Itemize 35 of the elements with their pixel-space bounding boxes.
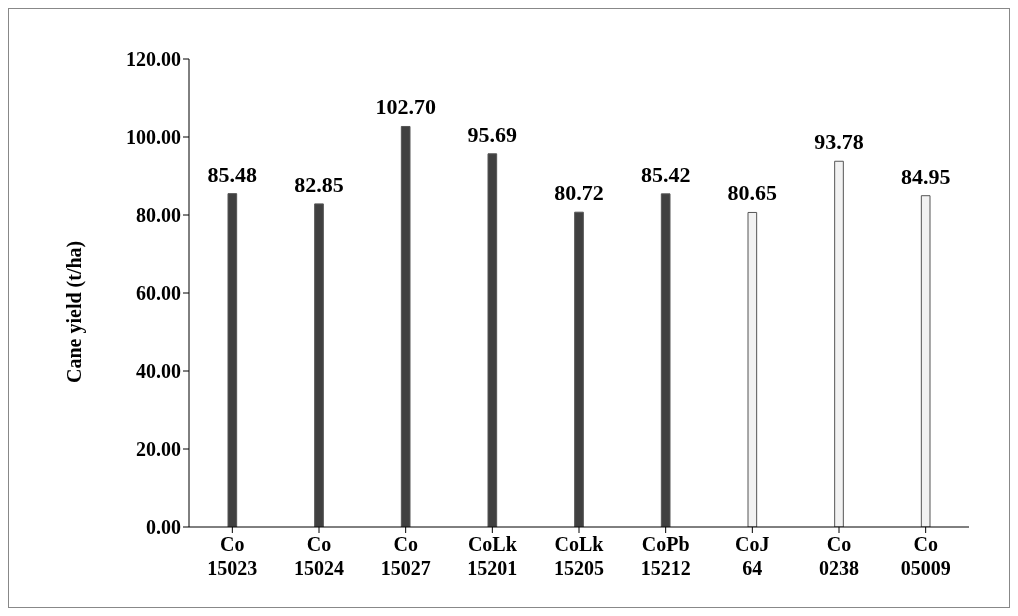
data-label: 80.65 xyxy=(727,180,778,206)
bar xyxy=(834,160,844,527)
data-label: 82.85 xyxy=(294,171,344,197)
bar xyxy=(487,153,498,527)
data-label: 85.48 xyxy=(207,161,258,187)
data-label: 93.78 xyxy=(814,129,864,155)
data-label: 80.72 xyxy=(554,180,604,206)
data-label: 102.70 xyxy=(375,94,436,120)
x-tick-label: Co 15024 xyxy=(294,533,344,579)
y-axis-title: Cane yield (t/ha) xyxy=(63,240,87,383)
bar xyxy=(314,203,324,527)
x-tick-label: Co 0238 xyxy=(819,533,859,579)
bar xyxy=(660,193,671,527)
y-tick-label: 40.00 xyxy=(136,360,181,383)
bar xyxy=(574,211,584,527)
bar xyxy=(920,195,931,527)
x-tick-label: Co 15023 xyxy=(207,533,258,579)
bar xyxy=(400,125,411,527)
x-tick-label: CoJ 64 xyxy=(735,533,770,579)
data-label: 84.95 xyxy=(900,163,951,189)
x-tick-label: CoLk 15201 xyxy=(467,533,518,579)
data-label: 85.42 xyxy=(640,161,691,187)
x-tick-label: CoPb 15212 xyxy=(640,533,691,579)
x-tick-label: Co 15027 xyxy=(380,533,431,579)
y-tick-label: 0.00 xyxy=(146,516,181,539)
bar xyxy=(747,211,758,527)
y-tick-label: 100.00 xyxy=(126,126,181,149)
y-tick-label: 20.00 xyxy=(136,438,181,461)
y-tick-label: 120.00 xyxy=(126,48,181,71)
x-tick-label: CoLk 15205 xyxy=(554,533,605,579)
bar xyxy=(227,193,238,527)
y-tick-label: 60.00 xyxy=(136,282,181,305)
x-tick-label: Co 05009 xyxy=(900,533,951,579)
data-label: 95.69 xyxy=(467,121,518,147)
y-tick-label: 80.00 xyxy=(136,204,181,227)
